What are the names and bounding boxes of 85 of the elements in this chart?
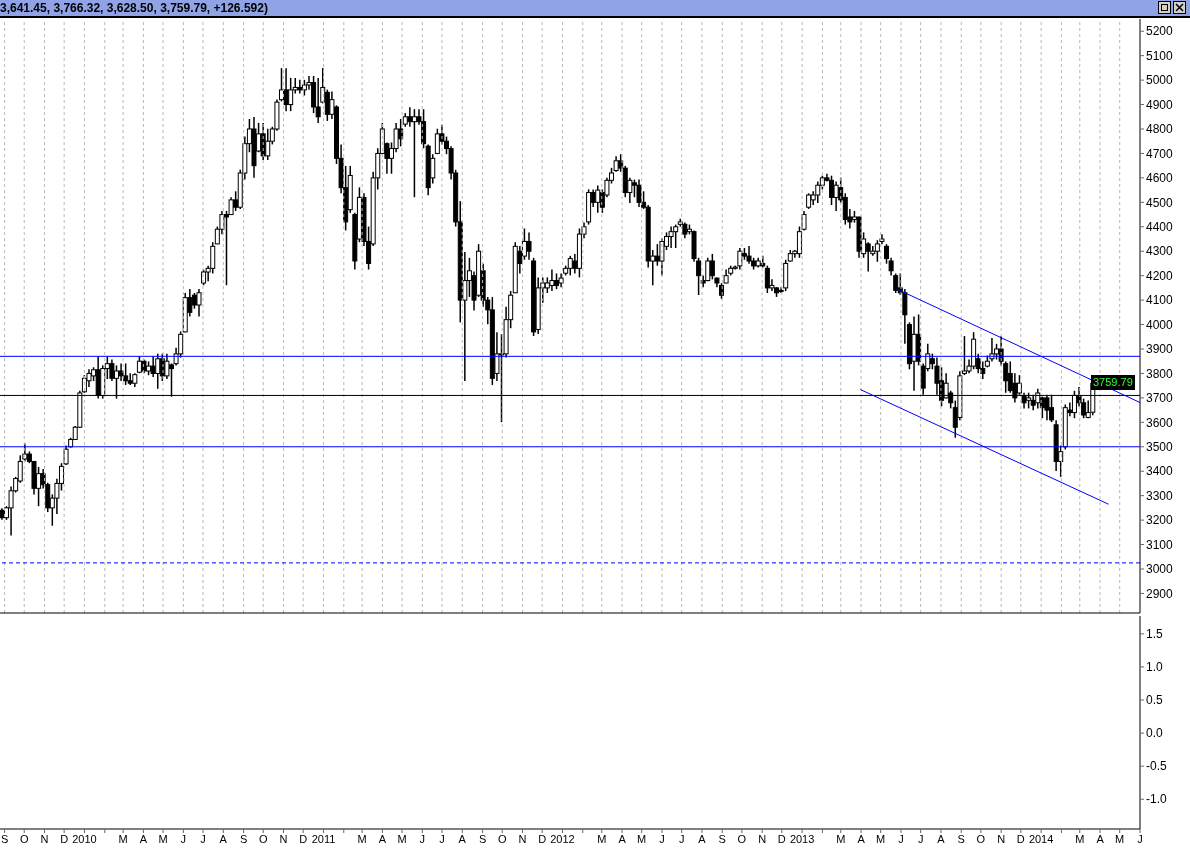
x-tick-label: M [1115,832,1125,845]
y-tick-label: 4500 [1146,195,1174,210]
x-tick-label: O [19,832,29,845]
x-tick-label: D [777,832,786,845]
x-tick-label: S [0,832,9,845]
y-tick-label: 4200 [1146,268,1174,283]
y-tick-label: 5200 [1146,24,1174,39]
x-tick-label: S [957,832,965,845]
y-tick-label: 4400 [1146,220,1174,235]
y-tick-label: 3200 [1146,513,1174,528]
y-tick-label: 3800 [1146,366,1174,381]
x-tick-label: O [976,832,986,845]
x-tick-label: M [397,832,407,845]
x-tick-label: 2012 [550,832,575,845]
y-tick-label: 3600 [1146,415,1174,430]
x-tick-label: J [439,832,445,845]
y-tick-label: 5100 [1146,48,1174,63]
x-tick-label: J [1137,832,1143,845]
x-tick-label: A [857,832,866,845]
x-tick-label: N [518,832,527,845]
y-tick-label: 3000 [1146,562,1174,577]
x-tick-label: O [497,832,507,845]
x-tick-label: N [758,832,767,845]
y-tick-label: 3100 [1146,537,1174,552]
x-tick-label: A [458,832,467,845]
y-tick-label: 4800 [1146,122,1174,137]
x-tick-label: D [1016,832,1025,845]
x-tick-label: S [478,832,487,845]
x-tick-label: S [718,832,726,845]
y-tick-label: 3900 [1146,342,1174,357]
x-tick-label: O [737,832,747,845]
y-tick-label: 4100 [1146,293,1174,308]
x-tick-label: 2010 [72,832,97,845]
y-tick-label: 3400 [1146,464,1174,479]
x-tick-label: D [299,832,308,845]
x-tick-label: N [279,832,288,845]
x-tick-label: M [118,832,128,845]
x-tick-label: A [378,832,387,845]
x-tick-label: D [538,832,547,845]
y-tick-label: 0.5 [1146,693,1164,708]
x-tick-label: A [1096,832,1105,845]
y-tick-label: 2900 [1146,586,1174,601]
x-tick-label: J [200,832,206,845]
x-tick-label: M [876,832,886,845]
y-tick-label: 3300 [1146,488,1174,503]
y-tick-label: 5000 [1146,73,1174,88]
x-tick-label: D [60,832,69,845]
x-tick-label: M [1075,832,1085,845]
y-tick-label: 4300 [1146,244,1174,259]
x-tick-label: O [258,832,268,845]
x-tick-label: M [158,832,168,845]
x-tick-label: M [836,832,846,845]
x-tick-label: M [597,832,607,845]
x-tick-label: N [997,832,1006,845]
x-tick-label: J [180,832,187,845]
chart-title: 3,641.45, 3,766.32, 3,628.50, 3,759.79, +126.592) [0,1,268,15]
y-tick-label: 4900 [1146,97,1174,112]
y-tick-label: 4700 [1146,146,1174,161]
x-tick-label: S [239,832,248,845]
y-tick-label: 4000 [1146,317,1174,332]
x-tick-label: 2011 [311,832,336,845]
y-tick-label: 1.5 [1146,627,1164,642]
x-tick-label: J [659,832,665,845]
x-tick-label: A [139,832,148,845]
x-tick-label: 2013 [789,832,815,845]
x-tick-label: M [357,832,367,845]
x-tick-label: J [917,832,924,845]
annotation: 3759.79 [1091,375,1135,391]
x-tick-label: A [219,832,228,845]
x-tick-label: J [678,832,685,845]
x-tick-label: 2014 [1028,832,1054,845]
x-tick-label: N [40,832,49,845]
x-tick-label: A [618,832,627,845]
y-tick-label: 1.0 [1146,660,1164,675]
x-tick-label: J [419,832,426,845]
y-tick-label: -0.5 [1146,759,1167,774]
y-tick-label: 4600 [1146,171,1174,186]
x-tick-label: M [637,832,647,845]
x-tick-label: A [698,832,707,845]
x-tick-label: A [937,832,946,845]
y-tick-label: 3700 [1146,391,1174,406]
y-tick-label: -1.0 [1146,792,1167,807]
y-tick-label: 0.0 [1146,726,1164,741]
y-tick-label: 3500 [1146,440,1174,455]
x-tick-label: J [898,832,904,845]
